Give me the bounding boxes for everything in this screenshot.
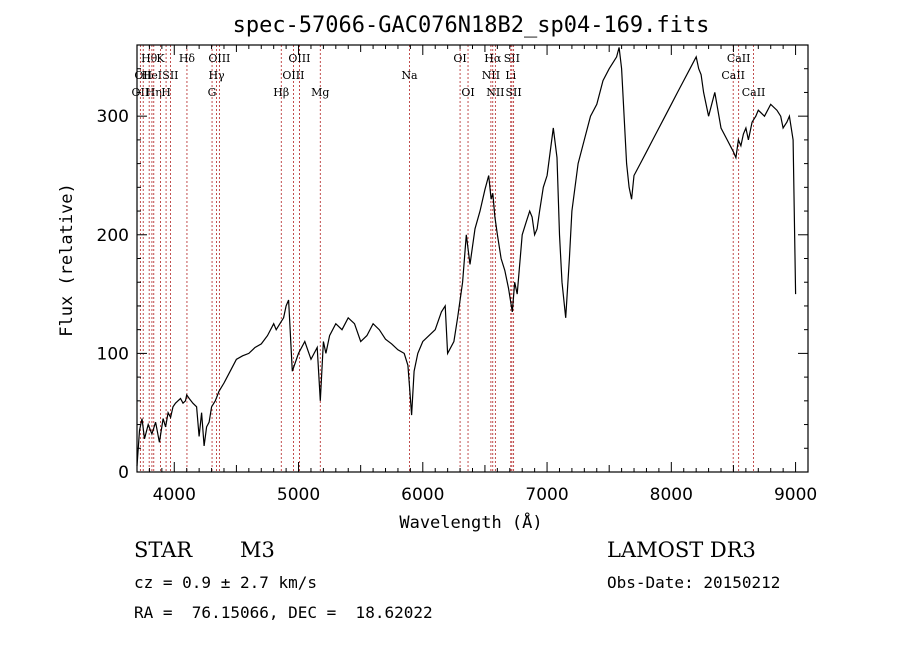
line-marker-label: Hα (484, 52, 502, 65)
plot-frame (136, 44, 809, 473)
x-axis-label: Wavelength (Å) (399, 511, 542, 533)
line-marker-label: SII (162, 69, 178, 82)
line-marker-label: HeI (142, 69, 162, 82)
line-marker-label: K (156, 52, 165, 65)
line-marker-label: Hθ (141, 52, 158, 65)
object-subclass: M3 (240, 538, 275, 562)
line-marker-label: SII (506, 86, 522, 99)
x-tick-label: 6000 (401, 485, 444, 505)
line-marker-label: OIII (282, 69, 304, 82)
spectrum-line (136, 47, 797, 467)
line-marker-label: H (161, 86, 171, 99)
line-marker-label: OIII (288, 52, 310, 65)
coordinates: RA = 76.15066, DEC = 18.62022 (134, 603, 433, 622)
line-marker-label: Mg (311, 86, 329, 99)
line-marker-label: OI (461, 86, 474, 99)
object-class: STAR (134, 538, 193, 562)
line-marker-label: NII (486, 86, 504, 99)
x-tick-label: 5000 (277, 485, 320, 505)
line-marker-label: OI (453, 52, 466, 65)
line-marker-label: OII (134, 69, 152, 82)
y-axis-label: Flux (relative) (57, 183, 77, 337)
y-tick-label: 200 (97, 226, 129, 246)
line-marker-label: Hβ (273, 86, 289, 99)
line-marker-label: CaII (727, 52, 751, 65)
line-marker-label: SII (504, 52, 520, 65)
line-marker-label: CaII (742, 86, 766, 99)
y-tick-label: 300 (97, 107, 129, 127)
line-marker-label: NII (482, 69, 500, 82)
line-marker-label: Hη (146, 86, 162, 99)
axis-ticks: 4000 5000 6000 7000 8000 9000 0 100 200 300 (97, 44, 817, 505)
line-marker-label: Hγ (208, 69, 225, 82)
line-markers: OIIOIIHθHeIHηKHSIIHδGHγOIIIHβOIIIOIIIMgN… (131, 45, 765, 472)
line-marker-label: Hδ (179, 52, 196, 65)
x-tick-label: 4000 (153, 485, 196, 505)
y-tick-label: 0 (118, 463, 129, 483)
line-marker-label: Na (401, 69, 418, 82)
x-tick-label: 7000 (525, 485, 568, 505)
chart-title: spec-57066-GAC076N18B2_sp04-169.fits (233, 13, 710, 38)
x-tick-label: 9000 (774, 485, 817, 505)
line-marker-label: Li (505, 69, 516, 82)
survey-name: LAMOST DR3 (607, 538, 756, 562)
line-marker-label: CaII (721, 69, 745, 82)
redshift-cz: cz = 0.9 ± 2.7 km/s (134, 573, 318, 592)
line-marker-label: OIII (208, 52, 230, 65)
x-tick-label: 8000 (650, 485, 693, 505)
y-tick-label: 100 (97, 344, 129, 364)
line-marker-label: G (208, 86, 217, 99)
observation-date: Obs-Date: 20150212 (607, 573, 781, 592)
